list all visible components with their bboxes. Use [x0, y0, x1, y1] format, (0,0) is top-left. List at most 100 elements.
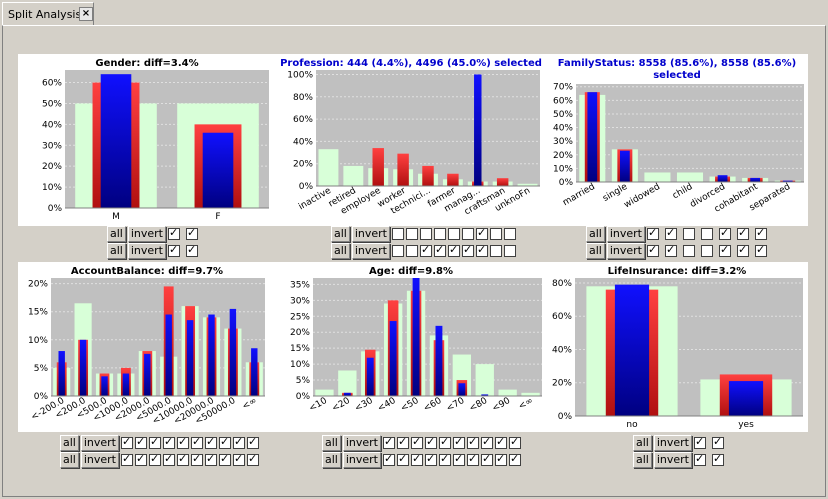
bar-blue[interactable]: [251, 348, 258, 396]
category-checkbox-accountbalance-10[interactable]: [247, 437, 259, 449]
all-button[interactable]: all: [60, 435, 79, 451]
bar-red[interactable]: [447, 173, 459, 186]
category-checkbox-gender-1[interactable]: [168, 228, 180, 240]
category-checkbox-age-2[interactable]: [397, 437, 409, 449]
all-button[interactable]: all: [322, 435, 341, 451]
bar-all[interactable]: [475, 364, 494, 396]
bar-blue[interactable]: [58, 351, 65, 396]
bar-blue[interactable]: [619, 150, 630, 182]
bar-all[interactable]: [343, 165, 364, 186]
category-checkbox-profession-5[interactable]: [448, 245, 460, 257]
all-button[interactable]: all: [331, 243, 350, 259]
category-checkbox-familystatus-7[interactable]: [755, 228, 767, 240]
bar-blue[interactable]: [202, 132, 234, 208]
bar-red[interactable]: [397, 153, 409, 186]
invert-button[interactable]: invert: [351, 226, 390, 242]
category-checkbox-lifeinsurance-2[interactable]: [712, 437, 724, 449]
invert-button[interactable]: invert: [653, 435, 692, 451]
category-checkbox-accountbalance-5[interactable]: [177, 454, 189, 466]
category-checkbox-gender-1[interactable]: [168, 245, 180, 257]
bar-blue[interactable]: [389, 321, 397, 396]
bar-blue[interactable]: [186, 320, 194, 396]
category-checkbox-age-2[interactable]: [397, 454, 409, 466]
category-checkbox-profession-9[interactable]: [504, 228, 516, 240]
invert-button[interactable]: invert: [653, 452, 692, 468]
category-checkbox-age-3[interactable]: [411, 437, 423, 449]
category-checkbox-familystatus-4[interactable]: [701, 245, 713, 257]
bar-blue[interactable]: [100, 74, 132, 208]
category-checkbox-profession-7[interactable]: [476, 228, 488, 240]
category-checkbox-accountbalance-6[interactable]: [191, 454, 203, 466]
category-checkbox-profession-5[interactable]: [448, 228, 460, 240]
invert-button[interactable]: invert: [80, 452, 119, 468]
category-checkbox-accountbalance-1[interactable]: [121, 454, 133, 466]
category-checkbox-age-9[interactable]: [495, 454, 507, 466]
bar-red[interactable]: [422, 165, 434, 186]
category-checkbox-profession-7[interactable]: [476, 245, 488, 257]
bar-all[interactable]: [498, 389, 517, 396]
category-checkbox-familystatus-6[interactable]: [737, 228, 749, 240]
bar-blue[interactable]: [366, 357, 374, 396]
bar-all[interactable]: [676, 172, 704, 182]
bar-all[interactable]: [338, 370, 357, 396]
category-checkbox-familystatus-6[interactable]: [737, 245, 749, 257]
all-button[interactable]: all: [322, 452, 341, 468]
category-checkbox-accountbalance-3[interactable]: [149, 437, 161, 449]
bar-all[interactable]: [521, 392, 540, 396]
category-checkbox-accountbalance-5[interactable]: [177, 437, 189, 449]
category-checkbox-accountbalance-8[interactable]: [219, 454, 231, 466]
tab-split-analysis[interactable]: Split Analysis ×: [2, 2, 94, 25]
bar-blue[interactable]: [229, 308, 237, 396]
category-checkbox-familystatus-7[interactable]: [755, 245, 767, 257]
all-button[interactable]: all: [586, 243, 605, 259]
category-checkbox-lifeinsurance-1[interactable]: [694, 454, 706, 466]
category-checkbox-familystatus-3[interactable]: [683, 228, 695, 240]
category-checkbox-gender-2[interactable]: [186, 228, 198, 240]
bar-all[interactable]: [315, 389, 334, 396]
invert-button[interactable]: invert: [606, 243, 645, 259]
category-checkbox-familystatus-4[interactable]: [701, 228, 713, 240]
category-checkbox-lifeinsurance-2[interactable]: [712, 454, 724, 466]
category-checkbox-familystatus-1[interactable]: [647, 245, 659, 257]
category-checkbox-familystatus-5[interactable]: [719, 245, 731, 257]
bar-all[interactable]: [644, 172, 671, 182]
bar-blue[interactable]: [435, 325, 443, 396]
category-checkbox-accountbalance-1[interactable]: [121, 437, 133, 449]
bar-all[interactable]: [318, 149, 339, 186]
bar-blue[interactable]: [728, 381, 764, 416]
invert-button[interactable]: invert: [606, 226, 645, 242]
invert-button[interactable]: invert: [127, 243, 166, 259]
category-checkbox-accountbalance-6[interactable]: [191, 437, 203, 449]
category-checkbox-accountbalance-10[interactable]: [247, 454, 259, 466]
bar-blue[interactable]: [412, 278, 420, 396]
category-checkbox-accountbalance-2[interactable]: [135, 437, 147, 449]
bar-blue[interactable]: [144, 353, 151, 396]
category-checkbox-familystatus-5[interactable]: [719, 228, 731, 240]
category-checkbox-profession-4[interactable]: [434, 228, 446, 240]
category-checkbox-age-6[interactable]: [453, 437, 465, 449]
category-checkbox-age-8[interactable]: [481, 437, 493, 449]
bar-blue[interactable]: [165, 314, 172, 396]
all-button[interactable]: all: [633, 452, 652, 468]
category-checkbox-age-7[interactable]: [467, 454, 479, 466]
invert-button[interactable]: invert: [342, 435, 381, 451]
category-checkbox-profession-1[interactable]: [392, 245, 404, 257]
invert-button[interactable]: invert: [80, 435, 119, 451]
category-checkbox-accountbalance-3[interactable]: [149, 454, 161, 466]
all-button[interactable]: all: [107, 226, 126, 242]
category-checkbox-familystatus-2[interactable]: [665, 228, 677, 240]
invert-button[interactable]: invert: [127, 226, 166, 242]
category-checkbox-accountbalance-9[interactable]: [233, 437, 245, 449]
bar-all[interactable]: [517, 183, 538, 186]
category-checkbox-age-8[interactable]: [481, 454, 493, 466]
category-checkbox-accountbalance-9[interactable]: [233, 454, 245, 466]
category-checkbox-age-10[interactable]: [509, 437, 521, 449]
category-checkbox-gender-2[interactable]: [186, 245, 198, 257]
bar-red[interactable]: [496, 178, 509, 186]
bar-blue[interactable]: [208, 314, 215, 396]
category-checkbox-familystatus-1[interactable]: [647, 228, 659, 240]
category-checkbox-lifeinsurance-1[interactable]: [694, 437, 706, 449]
category-checkbox-age-1[interactable]: [383, 437, 395, 449]
category-checkbox-profession-2[interactable]: [406, 228, 418, 240]
category-checkbox-profession-1[interactable]: [392, 228, 404, 240]
